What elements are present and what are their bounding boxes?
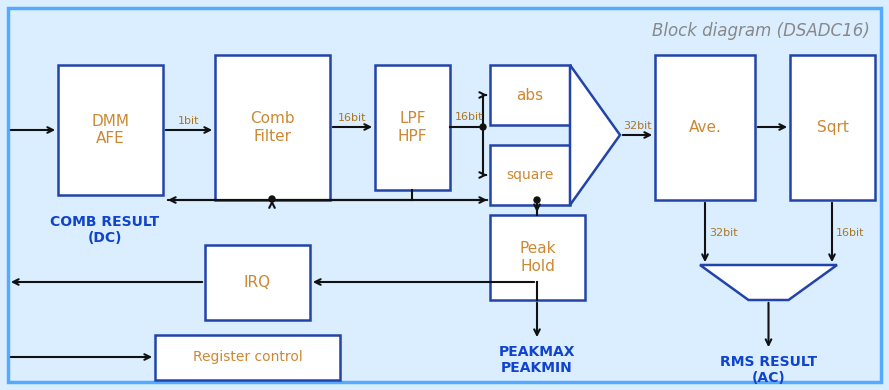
Text: DMM
AFE: DMM AFE [92, 114, 130, 146]
Circle shape [480, 124, 486, 130]
Circle shape [269, 196, 275, 202]
Bar [490, 145, 570, 205]
Bar [215, 55, 330, 200]
Bar [58, 65, 163, 195]
Text: square: square [507, 168, 554, 182]
Text: PEAKMAX
PEAKMIN: PEAKMAX PEAKMIN [499, 345, 575, 375]
Polygon shape [700, 265, 837, 300]
Text: 16bit: 16bit [836, 227, 864, 238]
Bar [205, 245, 310, 320]
Text: 16bit: 16bit [338, 113, 367, 123]
Text: Block diagram (DSADC16): Block diagram (DSADC16) [653, 22, 870, 40]
Text: COMB RESULT
(DC): COMB RESULT (DC) [51, 215, 159, 245]
Text: 1bit: 1bit [179, 116, 200, 126]
Bar [375, 65, 450, 190]
Text: 32bit: 32bit [709, 227, 738, 238]
Text: IRQ: IRQ [244, 275, 271, 290]
Text: Sqrt: Sqrt [817, 120, 848, 135]
Polygon shape [570, 65, 620, 205]
Bar [490, 215, 585, 300]
Text: 16bit: 16bit [455, 112, 484, 122]
Bar [490, 65, 570, 125]
Text: RMS RESULT
(AC): RMS RESULT (AC) [720, 355, 817, 385]
Bar [155, 335, 340, 380]
Text: LPF
HPF: LPF HPF [397, 111, 428, 144]
Text: abs: abs [517, 87, 543, 103]
Text: Register control: Register control [193, 351, 302, 365]
Text: Comb
Filter: Comb Filter [250, 111, 295, 144]
Bar [790, 55, 875, 200]
Bar [655, 55, 755, 200]
Text: Peak
Hold: Peak Hold [519, 241, 556, 274]
Circle shape [534, 197, 540, 203]
Text: 32bit: 32bit [623, 121, 652, 131]
Text: Ave.: Ave. [689, 120, 722, 135]
